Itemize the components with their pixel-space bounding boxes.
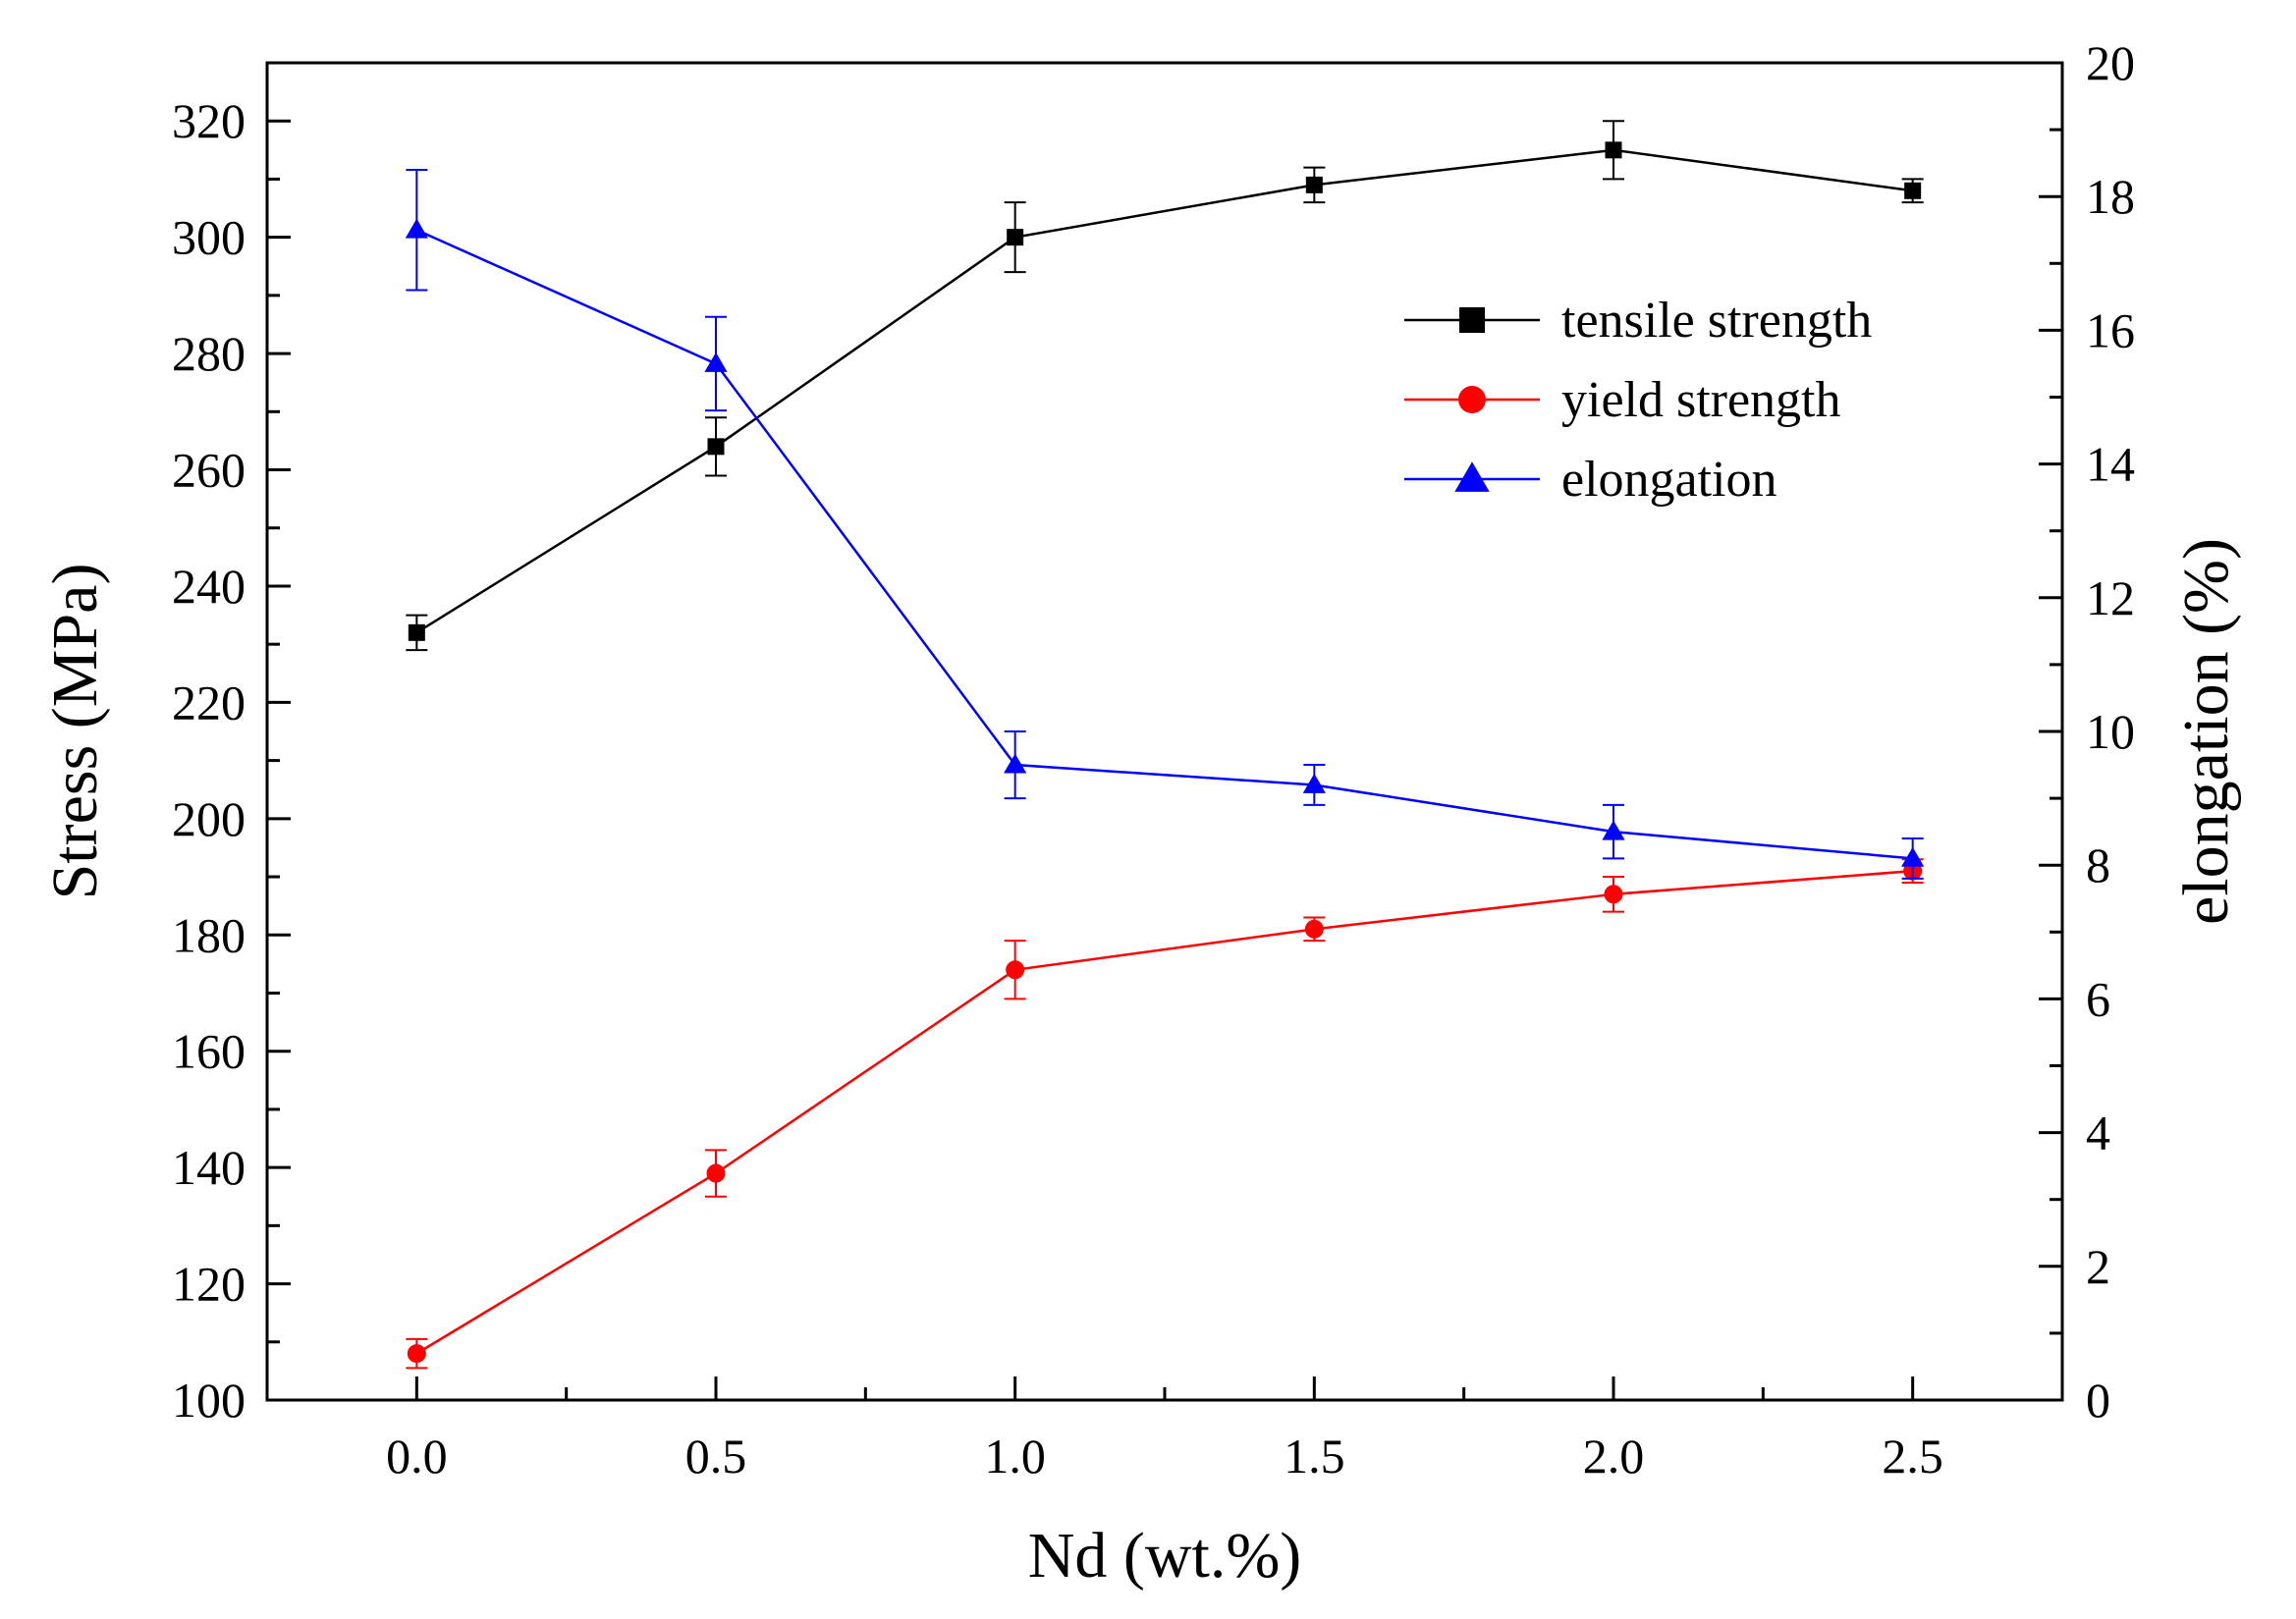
y2-tick-label: 4	[2086, 1106, 2110, 1160]
data-point-yield-strength	[1304, 919, 1324, 939]
series-line-yield-strength	[415, 869, 1913, 1355]
legend-label-elongation: elongation	[1561, 452, 1777, 508]
x-tick-label: 0.0	[386, 1429, 448, 1484]
series-yield-strength	[406, 858, 1924, 1370]
data-point-tensile-strength	[1007, 229, 1024, 246]
y2-tick-label: 2	[2086, 1239, 2110, 1294]
y-tick-label: 220	[172, 675, 246, 729]
series-line-elongation	[415, 229, 1913, 860]
y2-axis-ticks: 0 2 4 6 8 10 12 14 16 18 20	[2039, 35, 2135, 1428]
data-point-yield-strength	[1006, 960, 1025, 980]
y-tick-label: 160	[172, 1024, 246, 1079]
data-point-elongation	[1004, 753, 1027, 774]
y2-tick-label: 6	[2086, 971, 2110, 1026]
y-tick-label: 180	[172, 907, 246, 962]
data-point-tensile-strength	[408, 623, 425, 641]
legend-label-yield-strength: yield strength	[1561, 372, 1841, 428]
data-point-elongation	[1302, 773, 1326, 793]
series-layer	[405, 120, 1925, 1370]
data-point-tensile-strength	[1904, 182, 1922, 199]
legend: tensile strength yield strength elongation	[1404, 293, 1872, 508]
y-tick-label: 120	[172, 1257, 246, 1312]
y-tick-label: 260	[172, 443, 246, 498]
y2-tick-label: 12	[2086, 570, 2135, 625]
y-tick-label: 100	[172, 1373, 246, 1428]
legend-marker-elongation	[1454, 461, 1490, 492]
y-axis-title: Stress (MPa)	[39, 564, 111, 900]
legend-item-elongation: elongation	[1404, 452, 1777, 508]
y2-tick-label: 16	[2086, 302, 2135, 357]
y-tick-label: 200	[172, 791, 246, 846]
y2-tick-label: 14	[2086, 437, 2135, 492]
data-point-yield-strength	[1604, 885, 1623, 904]
series-line-tensile-strength	[415, 148, 1913, 634]
legend-label-tensile-strength: tensile strength	[1561, 293, 1872, 349]
plot-frame	[265, 61, 2064, 1402]
series-elongation	[405, 168, 1925, 880]
y2-tick-label: 20	[2086, 35, 2135, 90]
legend-marker-tensile-strength	[1459, 307, 1485, 333]
y-tick-label: 280	[172, 326, 246, 381]
x-tick-label: 2.0	[1583, 1429, 1645, 1484]
legend-item-yield-strength: yield strength	[1404, 372, 1841, 428]
y2-tick-label: 10	[2086, 704, 2135, 759]
legend-marker-yield-strength	[1458, 386, 1486, 413]
x-tick-label: 0.5	[685, 1429, 747, 1484]
x-axis-ticks: 0.0 0.5 1.0 1.5 2.0 2.5	[386, 1376, 1943, 1484]
x-tick-label: 1.5	[1284, 1429, 1345, 1484]
x-tick-label: 1.0	[984, 1429, 1046, 1484]
data-point-tensile-strength	[707, 438, 725, 456]
y-tick-label: 300	[172, 210, 246, 265]
data-point-elongation	[1602, 820, 1625, 840]
y-tick-label: 140	[172, 1140, 246, 1195]
data-point-elongation	[405, 218, 428, 239]
data-point-tensile-strength	[1305, 176, 1323, 193]
y2-tick-label: 18	[2086, 169, 2135, 224]
data-point-elongation	[1901, 846, 1925, 867]
y-axis-ticks: 100 120 140 160 180 200 220 240 260 280 300 320	[172, 93, 291, 1428]
legend-item-tensile-strength: tensile strength	[1404, 293, 1872, 349]
series-tensile-strength	[406, 120, 1924, 652]
y2-tick-label: 0	[2086, 1373, 2110, 1428]
data-point-yield-strength	[706, 1163, 726, 1183]
x-axis-title: Nd (wt.%)	[1028, 1520, 1302, 1592]
data-point-elongation	[704, 351, 728, 372]
y-tick-label: 240	[172, 559, 246, 614]
y2-axis-title: elongation (%)	[2170, 538, 2242, 925]
x-tick-label: 2.5	[1882, 1429, 1943, 1484]
data-point-tensile-strength	[1605, 141, 1622, 159]
y2-tick-label: 8	[2086, 837, 2110, 892]
data-point-yield-strength	[407, 1344, 426, 1364]
y-tick-label: 320	[172, 93, 246, 148]
